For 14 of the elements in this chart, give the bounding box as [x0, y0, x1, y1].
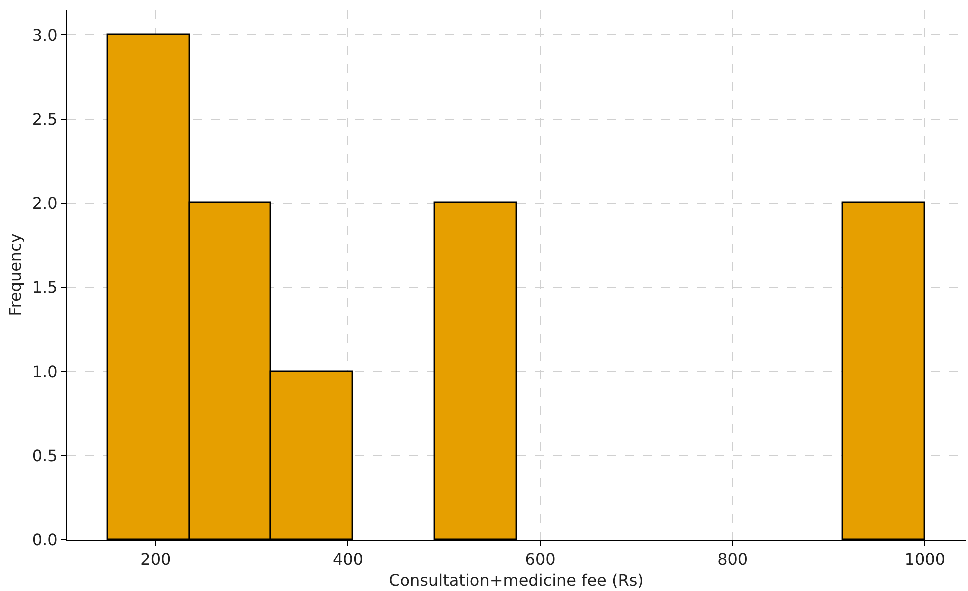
- x-tick-label: 600: [525, 550, 556, 570]
- y-tick-label: 1.0: [32, 362, 58, 382]
- y-tick-label: 0.0: [32, 530, 58, 550]
- y-tick-label: 2.5: [32, 110, 58, 129]
- y-tick-label: 3.0: [32, 26, 58, 45]
- y-axis-title: Frequency: [6, 234, 26, 316]
- y-tick-label: 1.5: [32, 278, 58, 298]
- y-tick-label: 0.5: [32, 446, 58, 466]
- x-tick-label: 400: [332, 550, 364, 570]
- x-tick-label: 200: [140, 550, 172, 570]
- x-axis-title: Consultation+medicine fee (Rs): [389, 570, 644, 590]
- x-tick-label: 800: [718, 550, 748, 570]
- y-tick-label: 2.0: [32, 194, 58, 214]
- x-tick-label: 1000: [904, 550, 946, 570]
